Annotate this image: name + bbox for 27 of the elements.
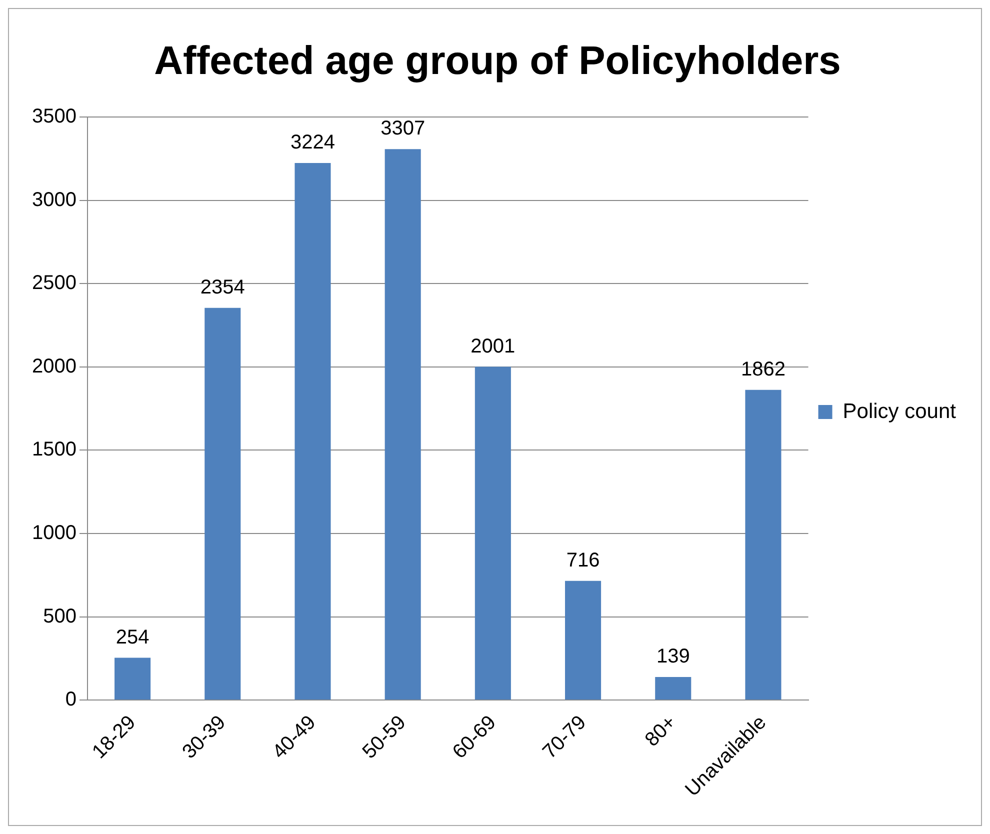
x-tick-label: 80+ — [641, 711, 681, 752]
bar — [745, 390, 782, 700]
y-tick-label: 1500 — [32, 438, 76, 461]
bar — [114, 658, 151, 700]
y-tick-label: 3500 — [32, 106, 76, 128]
chart-title: Affected age group of Policyholders — [154, 39, 841, 84]
y-tick-label: 2500 — [32, 272, 76, 294]
data-label: 254 — [116, 626, 150, 648]
legend-label: Policy count — [842, 400, 956, 423]
y-tick-label: 1000 — [32, 522, 76, 544]
data-label: 1862 — [740, 358, 786, 380]
data-label: 2354 — [200, 276, 245, 298]
y-tick-label: 500 — [43, 605, 76, 628]
bar — [384, 149, 421, 700]
data-label: 3307 — [380, 118, 426, 140]
y-tick-label: 3000 — [32, 188, 76, 211]
bar — [474, 366, 511, 700]
data-label: 2001 — [470, 335, 516, 358]
bar — [655, 676, 692, 700]
bar — [565, 580, 602, 700]
bar — [204, 308, 241, 700]
y-tick-label: 0 — [65, 688, 76, 711]
data-label: 139 — [656, 645, 690, 668]
data-label: 3224 — [290, 132, 335, 154]
bar — [294, 162, 331, 700]
data-label: 716 — [566, 549, 600, 572]
y-tick-label: 2000 — [32, 355, 76, 378]
